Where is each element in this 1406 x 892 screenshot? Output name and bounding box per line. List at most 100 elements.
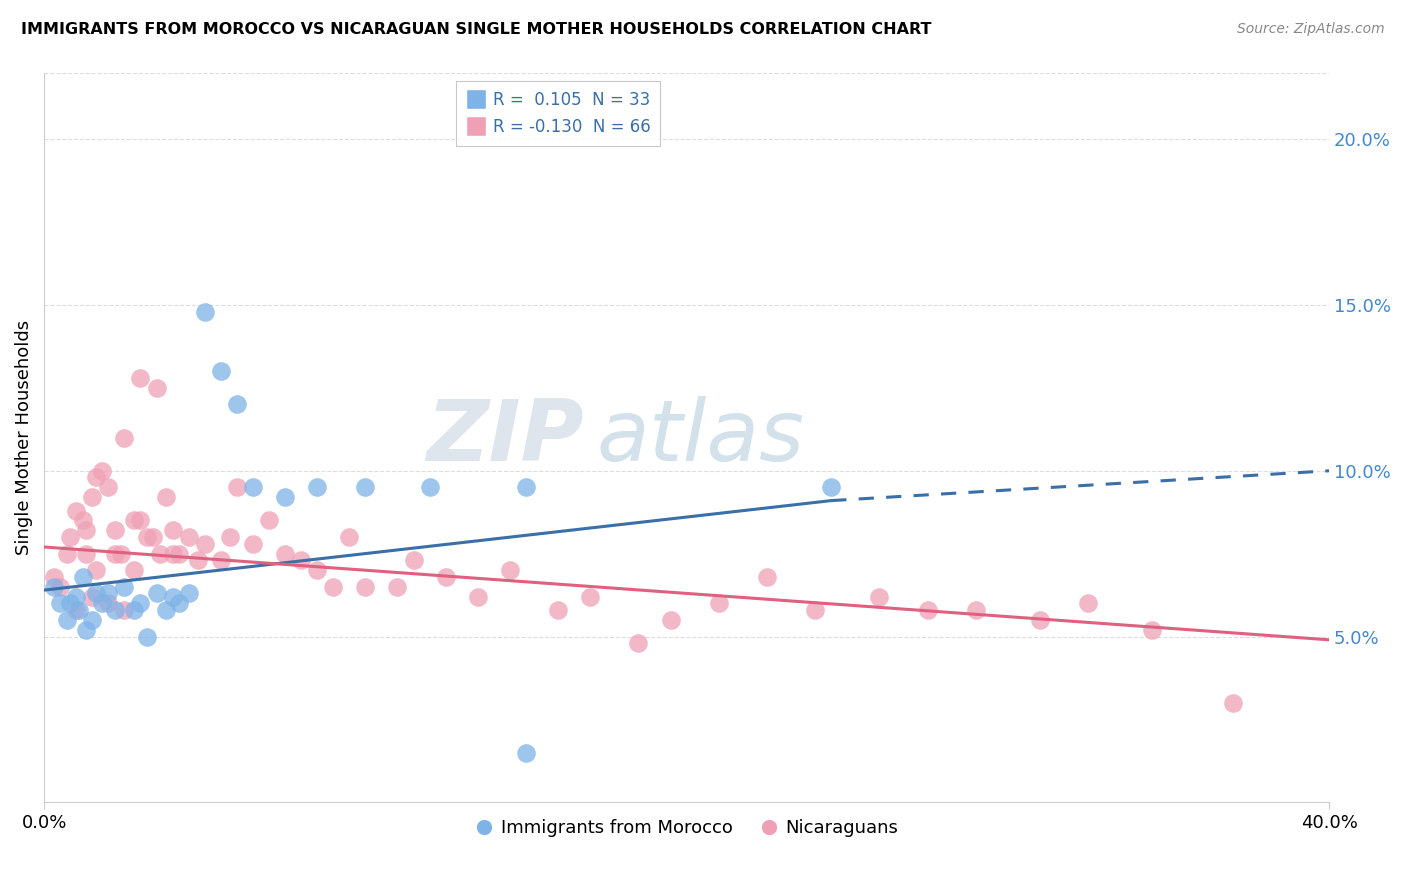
Point xyxy=(194,537,217,551)
Point xyxy=(110,547,132,561)
Point xyxy=(69,603,91,617)
Point xyxy=(42,570,65,584)
Point xyxy=(97,586,120,600)
Point xyxy=(1142,623,1164,637)
Y-axis label: Single Mother Households: Single Mother Households xyxy=(15,320,32,555)
Point xyxy=(75,524,97,538)
Point xyxy=(917,603,939,617)
Point xyxy=(194,304,217,318)
Point xyxy=(82,613,104,627)
Point xyxy=(242,480,264,494)
Point xyxy=(402,553,425,567)
Text: ZIP: ZIP xyxy=(426,396,583,479)
Point xyxy=(820,480,842,494)
Point xyxy=(804,603,827,617)
Point xyxy=(65,503,87,517)
Point xyxy=(149,547,172,561)
Point xyxy=(155,603,177,617)
Point xyxy=(91,596,114,610)
Point xyxy=(82,590,104,604)
Point xyxy=(82,491,104,505)
Point xyxy=(307,480,329,494)
Point xyxy=(434,570,457,584)
Point xyxy=(354,580,377,594)
Point xyxy=(177,586,200,600)
Point xyxy=(167,547,190,561)
Point xyxy=(91,464,114,478)
Point xyxy=(162,590,184,604)
Point xyxy=(257,514,280,528)
Point xyxy=(59,530,82,544)
Point xyxy=(112,580,135,594)
Point xyxy=(219,530,242,544)
Point xyxy=(65,590,87,604)
Point xyxy=(1222,696,1244,710)
Point xyxy=(419,480,441,494)
Point xyxy=(142,530,165,544)
Point xyxy=(59,596,82,610)
Point xyxy=(49,596,72,610)
Point xyxy=(97,480,120,494)
Point xyxy=(129,596,152,610)
Point xyxy=(755,570,778,584)
Point xyxy=(499,563,522,577)
Point xyxy=(274,491,297,505)
Point xyxy=(1077,596,1099,610)
Point xyxy=(72,570,94,584)
Point xyxy=(225,397,247,411)
Point xyxy=(75,623,97,637)
Point xyxy=(97,596,120,610)
Point xyxy=(162,524,184,538)
Point xyxy=(72,514,94,528)
Point xyxy=(112,603,135,617)
Point xyxy=(104,603,127,617)
Point xyxy=(122,603,145,617)
Point xyxy=(104,524,127,538)
Point xyxy=(155,491,177,505)
Point xyxy=(515,480,537,494)
Point xyxy=(187,553,209,567)
Point xyxy=(162,547,184,561)
Point xyxy=(55,613,77,627)
Point xyxy=(75,547,97,561)
Point xyxy=(135,630,157,644)
Point xyxy=(104,547,127,561)
Point xyxy=(354,480,377,494)
Point xyxy=(627,636,650,650)
Point xyxy=(707,596,730,610)
Point xyxy=(209,364,232,378)
Point xyxy=(387,580,409,594)
Point xyxy=(122,563,145,577)
Point xyxy=(965,603,987,617)
Text: atlas: atlas xyxy=(596,396,804,479)
Point xyxy=(145,381,167,395)
Point xyxy=(467,590,489,604)
Point xyxy=(167,596,190,610)
Point xyxy=(49,580,72,594)
Point xyxy=(579,590,602,604)
Point xyxy=(242,537,264,551)
Point xyxy=(42,580,65,594)
Point xyxy=(337,530,360,544)
Point xyxy=(84,563,107,577)
Point xyxy=(307,563,329,577)
Point xyxy=(322,580,344,594)
Legend: Immigrants from Morocco, Nicaraguans: Immigrants from Morocco, Nicaraguans xyxy=(468,812,905,845)
Point xyxy=(122,514,145,528)
Point xyxy=(515,746,537,760)
Point xyxy=(177,530,200,544)
Point xyxy=(659,613,682,627)
Text: IMMIGRANTS FROM MOROCCO VS NICARAGUAN SINGLE MOTHER HOUSEHOLDS CORRELATION CHART: IMMIGRANTS FROM MOROCCO VS NICARAGUAN SI… xyxy=(21,22,932,37)
Point xyxy=(209,553,232,567)
Point xyxy=(290,553,312,567)
Point xyxy=(84,470,107,484)
Point xyxy=(145,586,167,600)
Point xyxy=(274,547,297,561)
Point xyxy=(1029,613,1052,627)
Text: Source: ZipAtlas.com: Source: ZipAtlas.com xyxy=(1237,22,1385,37)
Point xyxy=(65,603,87,617)
Point xyxy=(129,514,152,528)
Point xyxy=(868,590,890,604)
Point xyxy=(135,530,157,544)
Point xyxy=(129,371,152,385)
